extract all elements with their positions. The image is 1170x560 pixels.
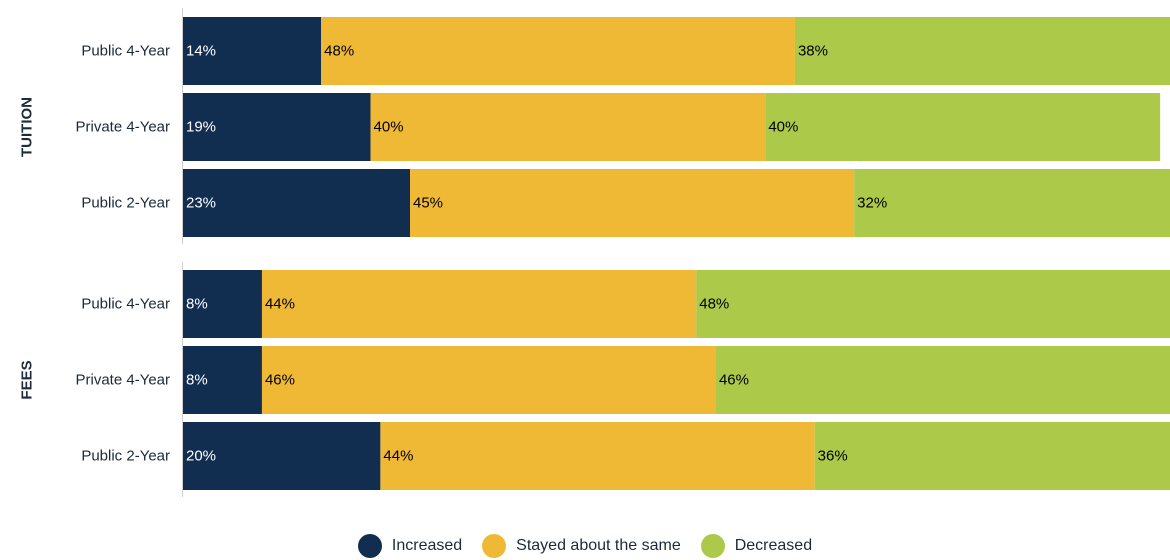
- tuition-public-4-year-label-stayed-about-the-same: 48%: [324, 43, 354, 60]
- fees-public-2-year-label-stayed-about-the-same: 44%: [383, 448, 413, 465]
- legend-item-stayed-same: Stayed about the same: [482, 534, 681, 558]
- tuition-private-4-year-label-decreased: 40%: [768, 119, 798, 136]
- fees-public-2-year-category-label: Public 2-Year: [81, 448, 170, 465]
- fees-public-4-year-category-label: Public 4-Year: [81, 296, 170, 313]
- legend-item-decreased: Decreased: [701, 534, 812, 558]
- fees-private-4-year-label-decreased: 46%: [719, 372, 749, 389]
- fees-private-4-year-bar-stayed-about-the-same: [262, 346, 716, 414]
- fees-public-4-year-label-decreased: 48%: [699, 296, 729, 313]
- tuition-private-4-year-bar-decreased: [765, 93, 1160, 161]
- legend-swatch-increased: [358, 534, 382, 558]
- legend: Increased Stayed about the same Decrease…: [0, 534, 1170, 558]
- fees-group-label: FEES: [19, 360, 36, 399]
- fees-public-2-year-bar-decreased: [815, 422, 1170, 490]
- fees-public-2-year-label-decreased: 36%: [818, 448, 848, 465]
- fees-private-4-year-label-increased: 8%: [186, 372, 208, 389]
- fees-private-4-year-label-stayed-about-the-same: 46%: [265, 372, 295, 389]
- tuition-public-4-year-category-label: Public 4-Year: [81, 43, 170, 60]
- fees-public-4-year-label-increased: 8%: [186, 296, 208, 313]
- legend-swatch-stayed-same: [482, 534, 506, 558]
- legend-label-decreased: Decreased: [735, 537, 812, 555]
- tuition-public-2-year-label-stayed-about-the-same: 45%: [413, 195, 443, 212]
- fees-public-4-year-bar-stayed-about-the-same: [262, 270, 696, 338]
- tuition-public-4-year-label-increased: 14%: [186, 43, 216, 60]
- fees-public-4-year-bar-decreased: [696, 270, 1170, 338]
- tuition-public-4-year-label-decreased: 38%: [798, 43, 828, 60]
- tuition-private-4-year-category-label: Private 4-Year: [76, 119, 171, 136]
- legend-label-increased: Increased: [392, 537, 462, 555]
- tuition-public-2-year-bar-stayed-about-the-same: [410, 169, 854, 237]
- tuition-public-2-year-label-decreased: 32%: [857, 195, 887, 212]
- legend-swatch-decreased: [701, 534, 725, 558]
- tuition-public-4-year-bar-stayed-about-the-same: [321, 17, 795, 85]
- tuition-group-label: TUITION: [19, 97, 36, 157]
- legend-item-increased: Increased: [358, 534, 462, 558]
- tuition-public-2-year-bar-increased: [183, 169, 410, 237]
- fees-private-4-year-category-label: Private 4-Year: [76, 372, 171, 389]
- tuition-public-2-year-bar-decreased: [854, 169, 1170, 237]
- fees-public-2-year-bar-stayed-about-the-same: [380, 422, 814, 490]
- tuition-public-4-year-bar-decreased: [795, 17, 1170, 85]
- tuition-private-4-year-bar-stayed-about-the-same: [371, 93, 766, 161]
- fees-public-4-year-label-stayed-about-the-same: 44%: [265, 296, 295, 313]
- fees-private-4-year-bar-decreased: [716, 346, 1170, 414]
- legend-label-stayed-same: Stayed about the same: [516, 537, 681, 555]
- fees-public-2-year-label-increased: 20%: [186, 448, 216, 465]
- tuition-private-4-year-label-increased: 19%: [186, 119, 216, 136]
- tuition-public-2-year-category-label: Public 2-Year: [81, 195, 170, 212]
- tuition-private-4-year-label-stayed-about-the-same: 40%: [374, 119, 404, 136]
- tuition-public-2-year-label-increased: 23%: [186, 195, 216, 212]
